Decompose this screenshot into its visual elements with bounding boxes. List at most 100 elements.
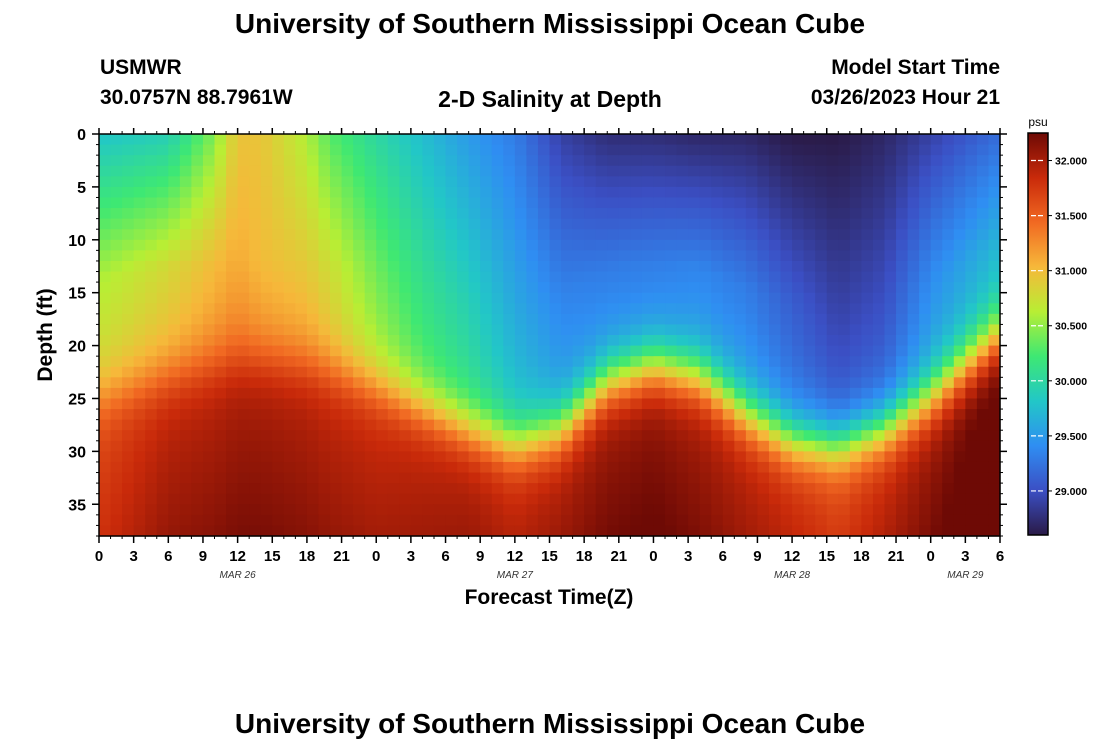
heatmap-cell xyxy=(688,239,701,251)
heatmap-cell xyxy=(884,335,897,347)
heatmap-cell xyxy=(283,430,296,442)
heatmap-cell xyxy=(561,419,574,431)
heatmap-cell xyxy=(226,176,239,188)
heatmap-cell xyxy=(99,377,112,389)
heatmap-cell xyxy=(976,345,990,357)
heatmap-cell xyxy=(896,387,909,400)
heatmap-cell xyxy=(168,398,181,410)
heatmap-cell xyxy=(884,409,897,421)
heatmap-cell xyxy=(826,324,839,336)
heatmap-cell xyxy=(387,430,400,442)
heatmap-cell xyxy=(457,260,470,273)
heatmap-cell xyxy=(699,366,712,378)
heatmap-cell xyxy=(318,461,331,474)
heatmap-cell xyxy=(988,260,1001,273)
heatmap-cell xyxy=(364,292,377,304)
heatmap-cell xyxy=(768,356,782,368)
heatmap-cell xyxy=(376,324,389,336)
heatmap-cell xyxy=(803,472,816,484)
heatmap-cell xyxy=(399,514,412,527)
heatmap-cell xyxy=(815,292,828,304)
heatmap-cell xyxy=(641,461,655,474)
heatmap-cell xyxy=(272,514,285,527)
heatmap-cell xyxy=(665,514,678,527)
heatmap-cell xyxy=(676,440,689,452)
heatmap-cell xyxy=(260,186,273,199)
heatmap-cell xyxy=(699,186,712,199)
heatmap-cell xyxy=(953,155,966,167)
heatmap-cell xyxy=(826,504,839,516)
heatmap-cell xyxy=(561,356,574,368)
heatmap-cell xyxy=(676,186,689,199)
heatmap-cell xyxy=(480,282,493,294)
heatmap-cell xyxy=(514,239,527,251)
heatmap-cell xyxy=(99,155,112,167)
heatmap-cell xyxy=(526,155,539,167)
heatmap-cell xyxy=(549,472,562,484)
heatmap-cell xyxy=(168,504,181,516)
heatmap-cell xyxy=(387,398,400,410)
heatmap-cell xyxy=(410,366,424,378)
heatmap-cell xyxy=(537,186,551,199)
heatmap-cell xyxy=(537,335,551,347)
heatmap-cell xyxy=(468,324,481,336)
heatmap-cell xyxy=(826,461,839,474)
heatmap-cell xyxy=(884,387,897,400)
heatmap-cell xyxy=(179,271,193,283)
heatmap-cell xyxy=(503,525,516,537)
heatmap-cell xyxy=(618,461,631,474)
heatmap-cell xyxy=(584,313,597,326)
heatmap-cell xyxy=(399,356,412,368)
heatmap-cell xyxy=(422,514,435,527)
heatmap-cell xyxy=(595,514,608,527)
heatmap-cell xyxy=(988,303,1001,315)
heatmap-cell xyxy=(480,356,493,368)
heatmap-cell xyxy=(99,356,112,368)
heatmap-cell xyxy=(653,504,666,516)
heatmap-cell xyxy=(514,197,527,209)
heatmap-cell xyxy=(468,430,481,442)
heatmap-cell xyxy=(330,186,343,199)
heatmap-cell xyxy=(803,398,816,410)
heatmap-cell xyxy=(584,356,597,368)
heatmap-cell xyxy=(191,409,204,421)
heatmap-cell xyxy=(214,229,227,241)
heatmap-cell xyxy=(353,208,366,220)
heatmap-cell xyxy=(399,324,412,336)
heatmap-cell xyxy=(768,282,782,294)
heatmap-cell xyxy=(768,292,782,304)
heatmap-cell xyxy=(896,409,909,421)
heatmap-cell xyxy=(919,504,932,516)
heatmap-cell xyxy=(272,186,285,199)
heatmap-cell xyxy=(387,239,400,251)
heatmap-cell xyxy=(919,324,932,336)
heatmap-cell xyxy=(872,366,886,378)
heatmap-cell xyxy=(364,134,377,146)
heatmap-cell xyxy=(884,377,897,389)
heatmap-cell xyxy=(526,324,539,336)
heatmap-cell xyxy=(861,313,874,326)
heatmap-cell xyxy=(849,260,862,273)
heatmap-cell xyxy=(283,451,296,463)
heatmap-cell xyxy=(226,313,239,326)
heatmap-cell xyxy=(480,155,493,167)
heatmap-cell xyxy=(803,229,816,241)
heatmap-cell xyxy=(976,377,990,389)
heatmap-cell xyxy=(919,165,932,177)
heatmap-cell xyxy=(849,461,862,474)
heatmap-cell xyxy=(919,197,932,209)
heatmap-cell xyxy=(815,282,828,294)
heatmap-cell xyxy=(549,313,562,326)
heatmap-cell xyxy=(399,250,412,262)
heatmap-cell xyxy=(306,461,320,474)
heatmap-cell xyxy=(226,377,239,389)
heatmap-cell xyxy=(422,525,435,537)
heatmap-cell xyxy=(110,335,123,347)
heatmap-cell xyxy=(260,197,273,209)
heatmap-cell xyxy=(387,366,400,378)
heatmap-cell xyxy=(410,387,424,400)
heatmap-cell xyxy=(768,514,782,527)
heatmap-cell xyxy=(942,218,955,230)
heatmap-cell xyxy=(907,271,920,283)
heatmap-cell xyxy=(468,176,481,188)
